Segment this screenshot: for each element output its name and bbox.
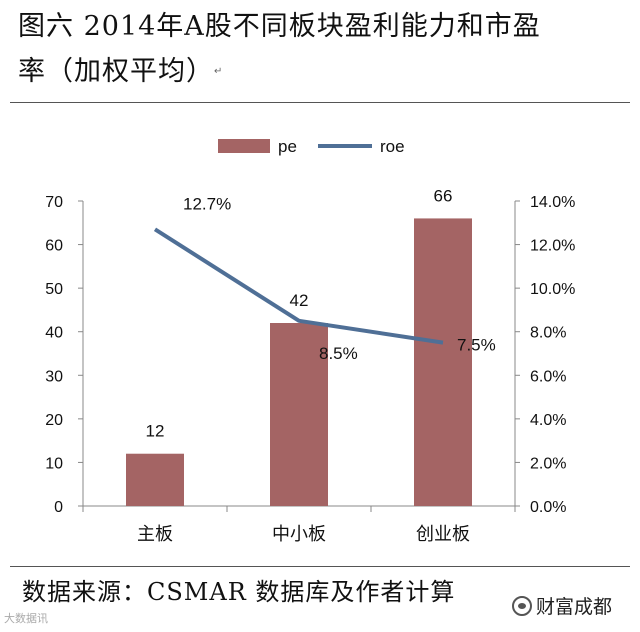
return-mark-icon: ↵ bbox=[214, 66, 224, 77]
pe-data-label: 42 bbox=[290, 291, 309, 310]
right-tick-label: 2.0% bbox=[530, 455, 566, 472]
bottom-rule bbox=[10, 566, 630, 567]
roe-line bbox=[153, 227, 444, 345]
left-tick-label: 20 bbox=[45, 412, 63, 429]
left-tick-label: 10 bbox=[45, 455, 63, 472]
roe-data-label: 8.5% bbox=[319, 344, 358, 363]
pe-bar bbox=[414, 218, 472, 506]
source-note: 数据来源：CSMAR 数据库及作者计算 bbox=[22, 578, 456, 606]
pe-bar bbox=[270, 323, 328, 506]
right-tick-label: 10.0% bbox=[530, 281, 575, 298]
watermark-left: 大数据讯 bbox=[4, 612, 48, 625]
figure-title-line2-text: 率（加权平均） bbox=[18, 56, 214, 87]
left-tick-label: 30 bbox=[45, 368, 63, 385]
right-tick-label: 4.0% bbox=[530, 412, 566, 429]
x-category-label: 创业板 bbox=[416, 524, 470, 544]
left-tick-label: 70 bbox=[45, 194, 63, 211]
left-tick-label: 0 bbox=[54, 499, 63, 516]
watermark-right-text: 财富成都 bbox=[536, 596, 613, 618]
roe-data-label: 7.5% bbox=[457, 336, 496, 355]
legend-pe-label: pe bbox=[278, 137, 297, 156]
top-rule bbox=[10, 102, 630, 103]
right-tick-label: 6.0% bbox=[530, 368, 566, 385]
pe-data-label: 12 bbox=[146, 422, 165, 441]
roe-data-label: 12.7% bbox=[183, 194, 231, 213]
left-tick-label: 60 bbox=[45, 238, 63, 255]
pe-bar bbox=[126, 453, 184, 506]
right-tick-label: 0.0% bbox=[530, 499, 566, 516]
figure-title-line1: 图六 2014年A股不同板块盈利能力和市盈 bbox=[18, 11, 541, 42]
pe-data-label: 66 bbox=[434, 186, 453, 205]
figure-title: 图六 2014年A股不同板块盈利能力和市盈 率（加权平均） ↵ bbox=[18, 4, 618, 94]
right-tick-label: 14.0% bbox=[530, 194, 575, 211]
left-tick-label: 50 bbox=[45, 281, 63, 298]
figure-title-line2: 率（加权平均） ↵ bbox=[18, 49, 618, 94]
right-tick-label: 8.0% bbox=[530, 325, 566, 342]
x-category-label: 中小板 bbox=[272, 524, 326, 544]
legend-roe-label: roe bbox=[380, 137, 405, 156]
legend-pe-swatch bbox=[218, 139, 270, 153]
watermark-right: 财富成都 bbox=[512, 592, 612, 619]
right-tick-label: 12.0% bbox=[530, 238, 575, 255]
combo-chart: 0 10 20 30 40 50 60 70 0.0% 2.0% 4.0% 6.0% 8.0% 10.0%… bbox=[45, 137, 575, 544]
wechat-icon bbox=[512, 595, 532, 616]
x-category-label: 主板 bbox=[137, 524, 173, 544]
left-tick-label: 40 bbox=[45, 325, 63, 342]
